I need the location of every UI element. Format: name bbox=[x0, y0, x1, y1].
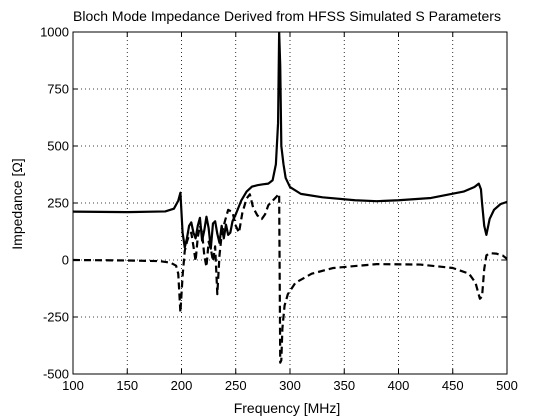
y-tick-label: -500 bbox=[43, 367, 69, 382]
y-tick-label: -250 bbox=[43, 310, 69, 325]
x-tick-label: 450 bbox=[442, 378, 464, 393]
x-tick-label: 200 bbox=[171, 378, 193, 393]
x-tick-label: 250 bbox=[225, 378, 247, 393]
y-tick-label: 0 bbox=[62, 253, 69, 268]
y-tick-label: 500 bbox=[47, 139, 69, 154]
data-series bbox=[73, 32, 507, 364]
x-tick-label: 100 bbox=[62, 378, 84, 393]
y-axis-title: Impedance [Ω] bbox=[9, 158, 25, 249]
x-tick-label: 300 bbox=[279, 378, 301, 393]
x-axis-title: Frequency [MHz] bbox=[234, 400, 341, 416]
grid-lines bbox=[73, 32, 507, 374]
series-line-solid bbox=[73, 32, 507, 250]
axes bbox=[72, 31, 508, 375]
tick-labels: 100 150 200 250 300 350 400 450 500 -500 -250 0 250 5… bbox=[40, 25, 518, 394]
x-tick-label: 350 bbox=[333, 378, 355, 393]
y-tick-label: 750 bbox=[47, 82, 69, 97]
x-tick-label: 400 bbox=[388, 378, 410, 393]
x-tick-label: 500 bbox=[496, 378, 518, 393]
y-tick-label: 1000 bbox=[40, 25, 69, 40]
chart-title: Bloch Mode Impedance Derived from HFSS S… bbox=[73, 8, 501, 24]
y-tick-label: 250 bbox=[47, 196, 69, 211]
series-line-dashed bbox=[73, 192, 507, 364]
x-tick-label: 150 bbox=[116, 378, 138, 393]
